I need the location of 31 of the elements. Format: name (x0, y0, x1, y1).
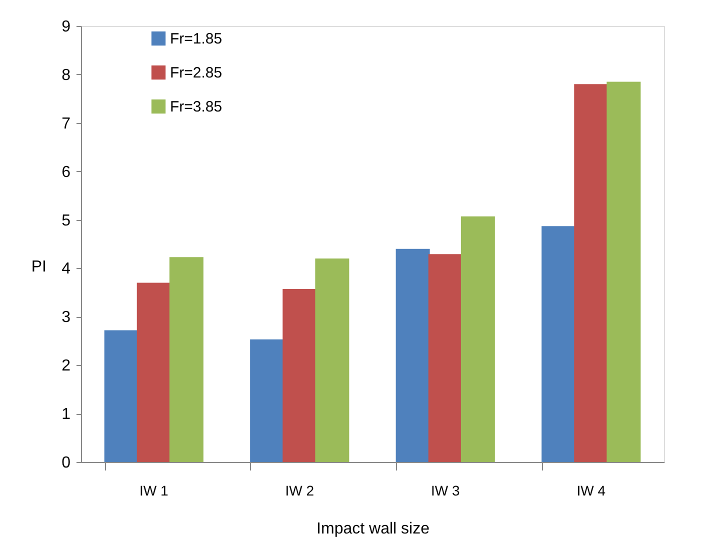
legend-label: Fr=1.85 (170, 30, 222, 48)
y-tick-label: 4 (62, 260, 71, 278)
legend-label: Fr=2.85 (170, 64, 222, 82)
y-tick-label: 3 (62, 309, 71, 326)
x-tick-label: IW 4 (576, 482, 606, 498)
y-tick-label: 6 (62, 164, 71, 181)
bar (282, 289, 317, 462)
x-tick-label: IW 3 (430, 482, 460, 498)
bar (169, 257, 204, 462)
bar (250, 339, 284, 462)
y-tick-label: 0 (62, 454, 71, 472)
y-tick-label: 1 (62, 406, 71, 424)
legend-label: Fr=3.85 (170, 98, 222, 116)
bar (315, 258, 350, 462)
y-tick-label: 2 (62, 358, 71, 375)
bar (574, 84, 608, 462)
y-tick-label: 5 (62, 212, 71, 230)
bar (460, 216, 495, 462)
y-tick-label: 8 (62, 66, 71, 84)
y-axis-title: PI (31, 258, 46, 276)
bar (104, 330, 138, 462)
bar (136, 282, 171, 462)
bar (428, 254, 462, 462)
y-tick-label: 7 (62, 115, 71, 132)
x-axis-title: Impact wall size (316, 520, 430, 538)
x-tick-label: IW 1 (139, 482, 168, 498)
bar (542, 226, 576, 462)
bar (606, 82, 641, 462)
y-tick-label: 9 (62, 18, 71, 36)
x-tick-label: IW 2 (285, 482, 314, 498)
bar (396, 248, 430, 462)
